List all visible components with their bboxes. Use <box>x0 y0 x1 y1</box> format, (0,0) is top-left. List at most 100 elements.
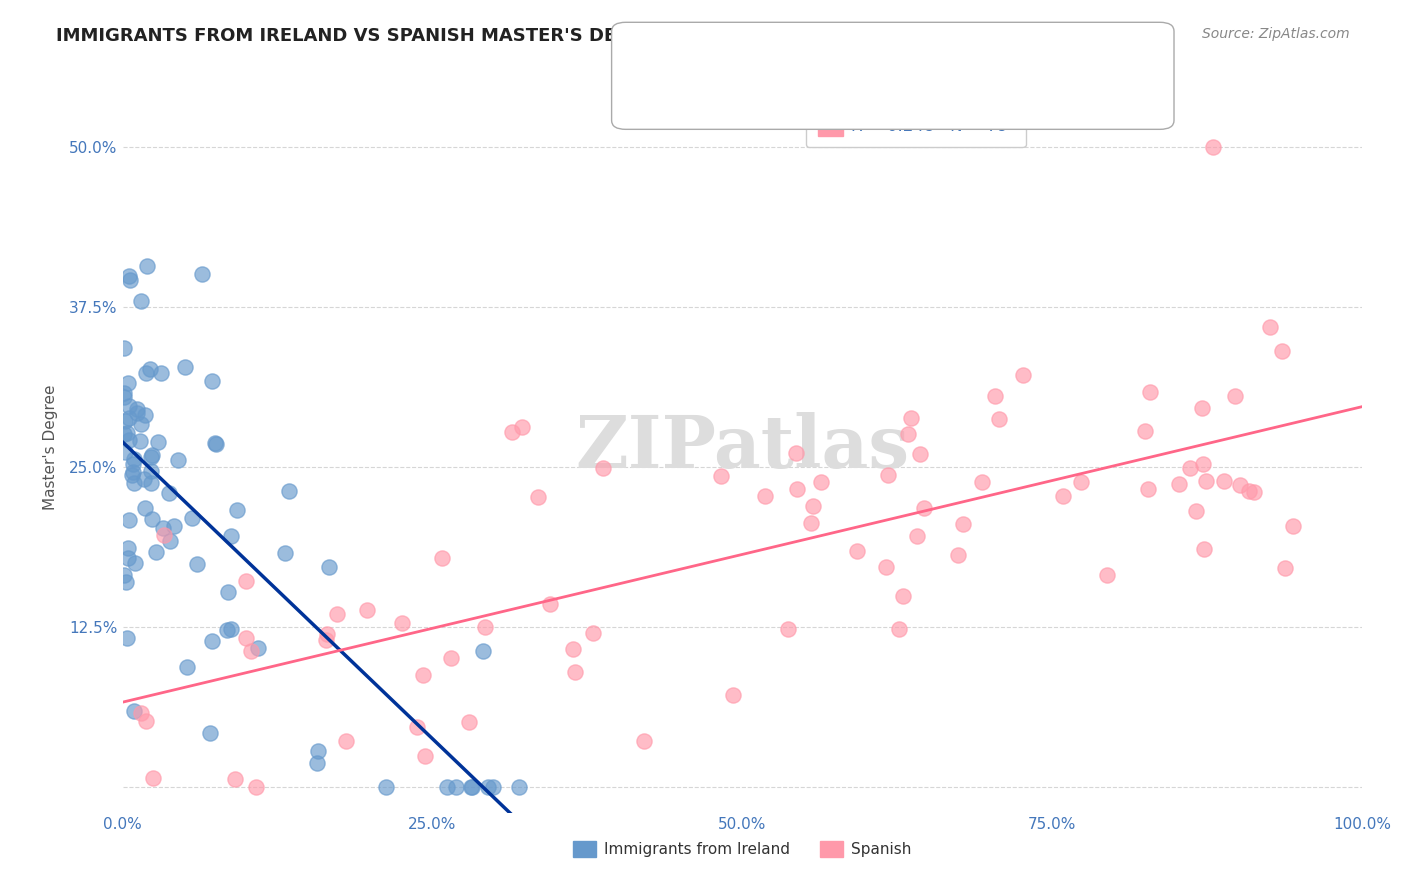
Point <box>239 644 262 658</box>
Point <box>474 620 496 634</box>
Point <box>198 725 221 739</box>
Point <box>112 426 135 441</box>
Point <box>887 622 910 636</box>
Point <box>439 650 461 665</box>
Point <box>912 501 935 516</box>
Point <box>122 457 145 471</box>
Point <box>224 772 246 786</box>
Point <box>1191 457 1213 471</box>
Point <box>721 688 744 702</box>
Point <box>122 475 145 490</box>
Point <box>801 500 824 514</box>
Point <box>391 615 413 630</box>
Point <box>215 623 238 637</box>
Point <box>134 409 156 423</box>
Point <box>1281 519 1303 533</box>
Point <box>776 623 799 637</box>
Point <box>1052 489 1074 503</box>
Point <box>561 642 583 657</box>
Point <box>124 556 146 570</box>
Point <box>278 484 301 499</box>
Text: IMMIGRANTS FROM IRELAND VS SPANISH MASTER'S DEGREE CORRELATION CHART: IMMIGRANTS FROM IRELAND VS SPANISH MASTE… <box>56 27 891 45</box>
Point <box>582 625 605 640</box>
Point <box>460 780 482 794</box>
Point <box>117 631 139 645</box>
Point <box>118 411 141 425</box>
Point <box>117 376 139 390</box>
Point <box>1191 401 1213 415</box>
Point <box>307 744 329 758</box>
Point <box>897 426 920 441</box>
Point <box>810 475 832 489</box>
Point <box>436 780 458 794</box>
Point <box>375 780 398 794</box>
Point <box>112 568 135 582</box>
Point <box>142 771 165 785</box>
Point <box>1185 503 1208 517</box>
Point <box>1212 475 1234 489</box>
Point <box>112 390 135 404</box>
Point <box>157 486 180 500</box>
Point <box>972 475 994 490</box>
Point <box>129 417 152 431</box>
Point <box>786 482 808 496</box>
Point <box>458 714 481 729</box>
Point <box>1270 343 1292 358</box>
Point <box>245 780 267 794</box>
Point <box>1136 483 1159 497</box>
Point <box>1243 485 1265 500</box>
Point <box>205 437 228 451</box>
Point <box>527 490 550 504</box>
Point <box>1258 320 1281 334</box>
Point <box>540 598 562 612</box>
Point <box>1195 474 1218 488</box>
Point <box>247 641 270 656</box>
Point <box>129 706 152 720</box>
Point <box>127 406 149 420</box>
Point <box>1237 483 1260 498</box>
Point <box>875 560 897 574</box>
Point <box>190 267 212 281</box>
Point <box>406 720 429 734</box>
Point <box>181 510 204 524</box>
Point <box>152 521 174 535</box>
Point <box>318 560 340 574</box>
Point <box>356 603 378 617</box>
Legend: R = -0.311   N = 80, R = 0.248   N = 79: R = -0.311 N = 80, R = 0.248 N = 79 <box>806 77 1026 147</box>
Point <box>186 557 208 571</box>
Point <box>845 544 868 558</box>
Point <box>201 634 224 648</box>
Point <box>217 584 239 599</box>
Point <box>1229 478 1251 492</box>
Point <box>1225 389 1247 403</box>
Point <box>121 468 143 483</box>
Point <box>592 460 614 475</box>
Point <box>481 780 503 794</box>
Point <box>877 468 900 483</box>
Point <box>235 632 257 646</box>
Point <box>163 518 186 533</box>
Point <box>135 714 157 729</box>
Point <box>430 551 453 566</box>
Point <box>444 780 467 794</box>
Point <box>1202 140 1225 154</box>
Point <box>754 489 776 503</box>
Point <box>335 734 357 748</box>
Point <box>274 546 297 560</box>
Point <box>219 529 242 543</box>
Point <box>122 452 145 467</box>
Point <box>907 528 929 542</box>
Point <box>987 412 1010 426</box>
Point <box>1012 368 1035 383</box>
Point <box>114 444 136 458</box>
Point <box>132 472 155 486</box>
Point <box>1139 384 1161 399</box>
Point <box>136 259 159 273</box>
Point <box>501 425 523 439</box>
Point <box>235 574 257 588</box>
Point <box>307 756 329 770</box>
Point <box>800 516 823 530</box>
Point <box>710 469 733 483</box>
Text: ZIPatlas: ZIPatlas <box>575 412 910 483</box>
Point <box>948 548 970 562</box>
